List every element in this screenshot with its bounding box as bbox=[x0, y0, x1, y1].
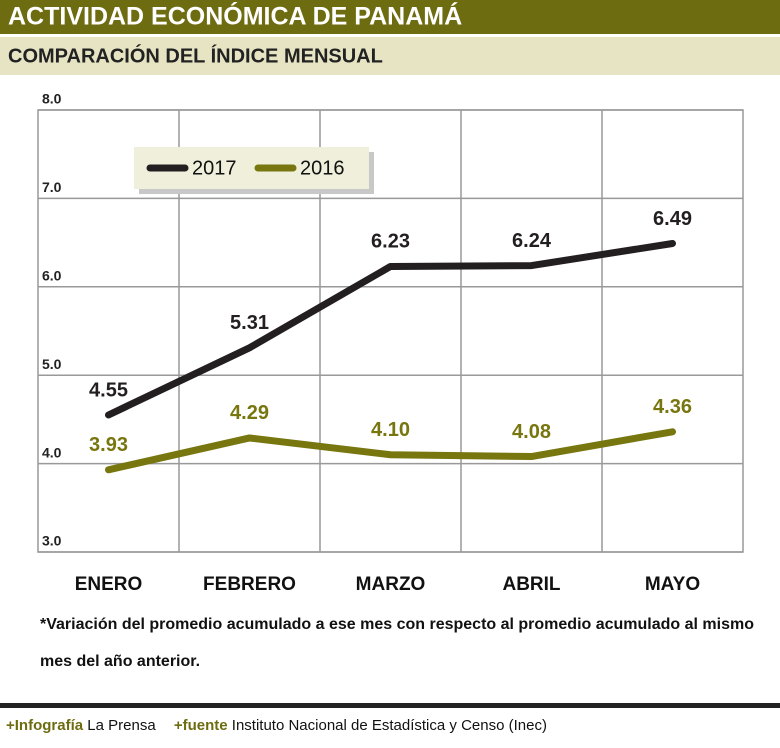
y-tick-label: 3.0 bbox=[42, 533, 62, 549]
data-label: 5.31 bbox=[230, 312, 269, 334]
y-tick-label: 5.0 bbox=[42, 356, 62, 372]
footer: +Infografía La Prensa +fuente Instituto … bbox=[6, 717, 547, 734]
x-tick-label: ENERO bbox=[75, 574, 143, 595]
legend-label: 2017 bbox=[192, 157, 237, 179]
credit: La Prensa bbox=[87, 717, 156, 734]
x-tick-label: MAYO bbox=[645, 574, 700, 595]
data-label: 6.23 bbox=[371, 231, 410, 253]
y-tick-label: 8.0 bbox=[42, 91, 62, 107]
data-label: 3.93 bbox=[89, 434, 128, 456]
footnote: mes del año anterior. bbox=[40, 653, 200, 670]
y-tick-label: 6.0 bbox=[42, 268, 62, 284]
x-tick-label: FEBRERO bbox=[203, 574, 296, 595]
legend-label: 2016 bbox=[300, 157, 345, 179]
subtitle-band bbox=[0, 37, 780, 75]
footnote: *Variación del promedio acumulado a ese … bbox=[40, 616, 754, 633]
y-tick-label: 7.0 bbox=[42, 179, 62, 195]
x-tick-label: ABRIL bbox=[502, 574, 560, 595]
data-label: 4.08 bbox=[512, 421, 551, 443]
x-tick-label: MARZO bbox=[356, 574, 426, 595]
title-band bbox=[0, 0, 780, 34]
data-label: 4.10 bbox=[371, 419, 410, 441]
credit-label: +Infografía bbox=[6, 717, 84, 734]
footer-rule bbox=[0, 703, 780, 708]
source-label: +fuente bbox=[174, 717, 228, 734]
series-line bbox=[105, 239, 676, 419]
data-label: 4.55 bbox=[89, 379, 128, 401]
data-label: 6.24 bbox=[512, 230, 552, 252]
chart-title: ACTIVIDAD ECONÓMICA DE PANAMÁ bbox=[8, 1, 462, 31]
data-label: 4.36 bbox=[653, 396, 692, 418]
source: Instituto Nacional de Estadística y Cens… bbox=[232, 717, 547, 734]
y-tick-label: 4.0 bbox=[42, 444, 62, 460]
data-label: 4.29 bbox=[230, 402, 269, 424]
series-line bbox=[105, 428, 676, 474]
chart-subtitle: COMPARACIÓN DEL ÍNDICE MENSUAL bbox=[8, 43, 383, 67]
data-label: 6.49 bbox=[653, 208, 692, 230]
